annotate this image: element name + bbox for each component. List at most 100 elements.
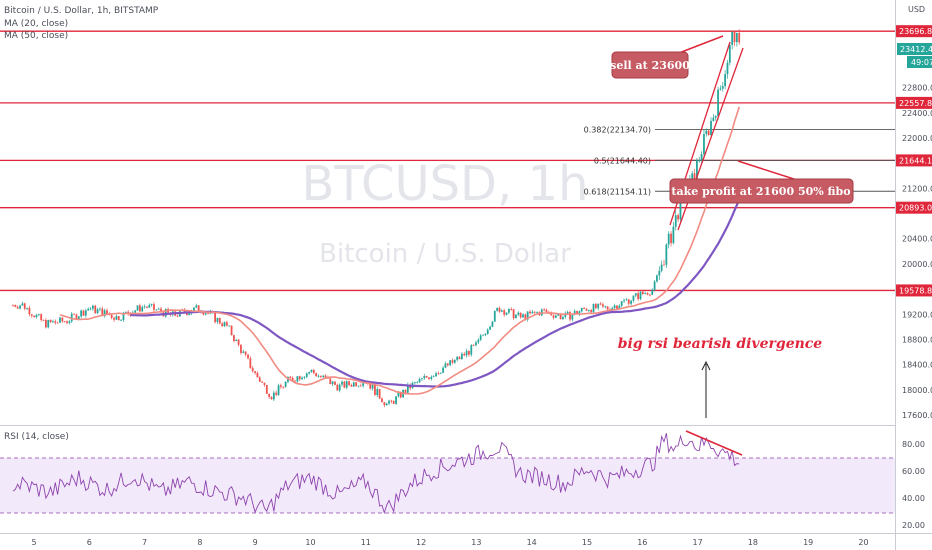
candle-body (348, 381, 350, 385)
level-tag-label: 20893.09 (899, 204, 932, 213)
candle-body (298, 376, 301, 380)
candle-body (157, 308, 160, 310)
candle-body (451, 360, 454, 363)
candle-body (96, 309, 99, 314)
candle-body (580, 307, 583, 312)
candle-body (155, 309, 158, 311)
candle-body (554, 315, 557, 318)
candle-body (355, 382, 358, 387)
candle-body (482, 334, 484, 336)
candle-body (418, 379, 421, 383)
divergence-label[interactable]: big rsi bearish divergence (618, 336, 823, 352)
candle-body (35, 314, 38, 318)
candle-body (616, 305, 618, 309)
candle-body (110, 314, 113, 319)
candle-body (404, 389, 407, 393)
candle-body (717, 89, 719, 116)
candle-body (587, 310, 590, 311)
ma20-legend[interactable]: MA (20, close) (4, 19, 68, 29)
candle-body (670, 233, 672, 244)
candle-body (138, 305, 141, 312)
candle-body (23, 303, 26, 309)
countdown-tag (907, 56, 932, 68)
candle-body (59, 317, 61, 323)
price-pane[interactable] (0, 0, 895, 424)
candle-body (446, 363, 449, 366)
candle-body (632, 295, 635, 301)
time-tick-label: 12 (416, 538, 426, 547)
candle-body (397, 392, 400, 397)
ma50-legend[interactable]: MA (50, close) (4, 31, 68, 41)
sell-callout[interactable] (611, 51, 689, 79)
candle-body (728, 44, 731, 63)
candle-body (559, 314, 562, 320)
candle-body (625, 299, 628, 301)
symbol-title[interactable]: Bitcoin / U.S. Dollar, 1h, BITSTAMP (4, 6, 159, 16)
candle-body (117, 316, 120, 321)
take-profit-pointer-line (737, 160, 798, 181)
candle-body (251, 368, 254, 372)
take-profit-callout[interactable] (669, 178, 854, 204)
candle-body (641, 291, 644, 294)
candle-body (691, 173, 694, 180)
time-tick-label: 15 (582, 538, 592, 547)
candle-body (317, 375, 320, 377)
candle-body (425, 376, 428, 378)
candle-body (277, 385, 280, 395)
level-tag (896, 201, 932, 214)
candle-body (644, 293, 647, 295)
price-tick-label: 21200.00 (902, 184, 932, 193)
price-tick-label: 18000.00 (902, 386, 932, 395)
candle-body (322, 375, 325, 377)
candle-body (148, 305, 151, 308)
time-tick-label: 5 (31, 538, 36, 547)
candle-body (472, 345, 475, 346)
ma20-line (59, 106, 740, 395)
rsi-divergence-line[interactable] (685, 430, 743, 456)
candle-body (712, 117, 715, 121)
candle-body (674, 215, 677, 227)
take-profit-callout-text: take profit at 21600 50% fibo (671, 185, 850, 198)
candle-body (106, 310, 108, 315)
candle-body (362, 383, 365, 386)
candle-body (583, 307, 585, 309)
candle-body (289, 376, 292, 378)
rsi-tick-label: 60.00 (902, 467, 925, 476)
time-tick-label: 11 (361, 538, 371, 547)
candle-body (115, 316, 118, 320)
candle-body (176, 315, 179, 317)
candle-body (214, 312, 217, 323)
rsi-legend[interactable]: RSI (14, close) (4, 432, 69, 442)
candle-body (651, 289, 654, 295)
price-tick-label: 19200.00 (902, 310, 932, 319)
candle-body (505, 312, 508, 315)
candle-body (357, 385, 360, 387)
candle-body (341, 381, 343, 385)
candle-body (40, 314, 43, 320)
candle-body (519, 312, 522, 318)
candle-body (369, 383, 372, 389)
candle-body (385, 403, 388, 406)
time-tick-label: 10 (305, 538, 315, 547)
candle-body (515, 314, 517, 319)
time-tick-label: 8 (197, 538, 202, 547)
fibo-label: 0.382(22134.70) (584, 126, 651, 135)
candle-body (221, 323, 224, 327)
rsi-axis[interactable]: 80.00 60.00 40.00 20.00 (902, 440, 925, 530)
candle-body (207, 313, 209, 315)
time-axis[interactable]: 5 6 7 8 9 10 11 12 13 14 15 16 17 18 19 20 (31, 538, 868, 547)
candle-body (620, 301, 623, 306)
candle-body (724, 74, 727, 87)
candle-body (597, 303, 600, 309)
candle-body (26, 307, 28, 309)
candle-body (195, 305, 198, 308)
candle-body (242, 351, 245, 353)
price-tick-label: 20000.00 (902, 260, 932, 269)
candles (12, 29, 741, 408)
price-axis[interactable]: 22800.0022400.0022000.0021600.0021200.00… (902, 84, 932, 420)
candle-body (533, 311, 536, 313)
candle-body (477, 339, 480, 343)
candle-body (437, 373, 440, 375)
candle-body (319, 375, 322, 377)
